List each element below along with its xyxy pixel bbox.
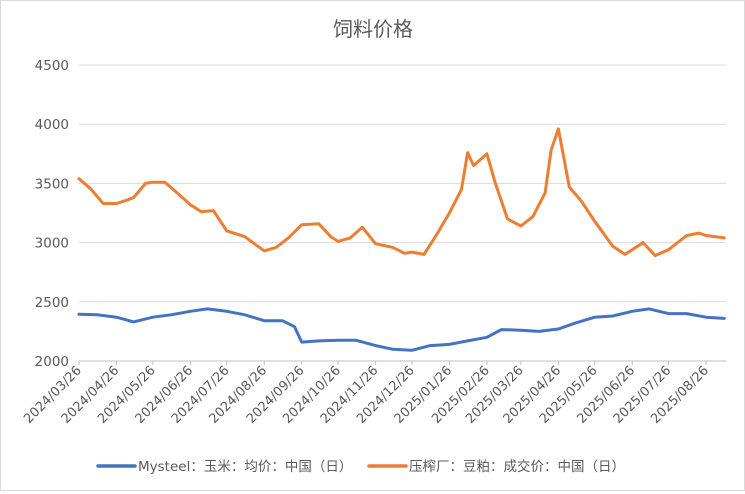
chart-title: 饲料价格 [333, 17, 413, 41]
x-axis-tick-labels: 2024/03/262024/04/262024/05/262024/06/26… [21, 361, 712, 427]
legend-label-series-2: 压榨厂：豆粕：成交价：中国（日） [409, 458, 625, 475]
series-line-1 [77, 307, 726, 352]
y-tick-label: 4000 [35, 117, 69, 133]
y-tick-label: 4500 [35, 58, 69, 74]
y-tick-label: 2500 [35, 295, 69, 311]
y-axis-tick-labels: 2000 2500 3000 3500 4000 4500 [35, 58, 69, 370]
series-line-2 [77, 127, 726, 258]
series-layer [77, 127, 726, 352]
y-tick-label: 2000 [35, 354, 69, 370]
y-tick-label: 3000 [35, 236, 69, 252]
legend-label-series-1: Mysteel：玉米：均价：中国（日） [138, 459, 352, 475]
legend: Mysteel：玉米：均价：中国（日） 压榨厂：豆粕：成交价：中国（日） [96, 458, 625, 475]
y-tick-label: 3500 [35, 176, 69, 192]
grid-lines [79, 64, 726, 303]
